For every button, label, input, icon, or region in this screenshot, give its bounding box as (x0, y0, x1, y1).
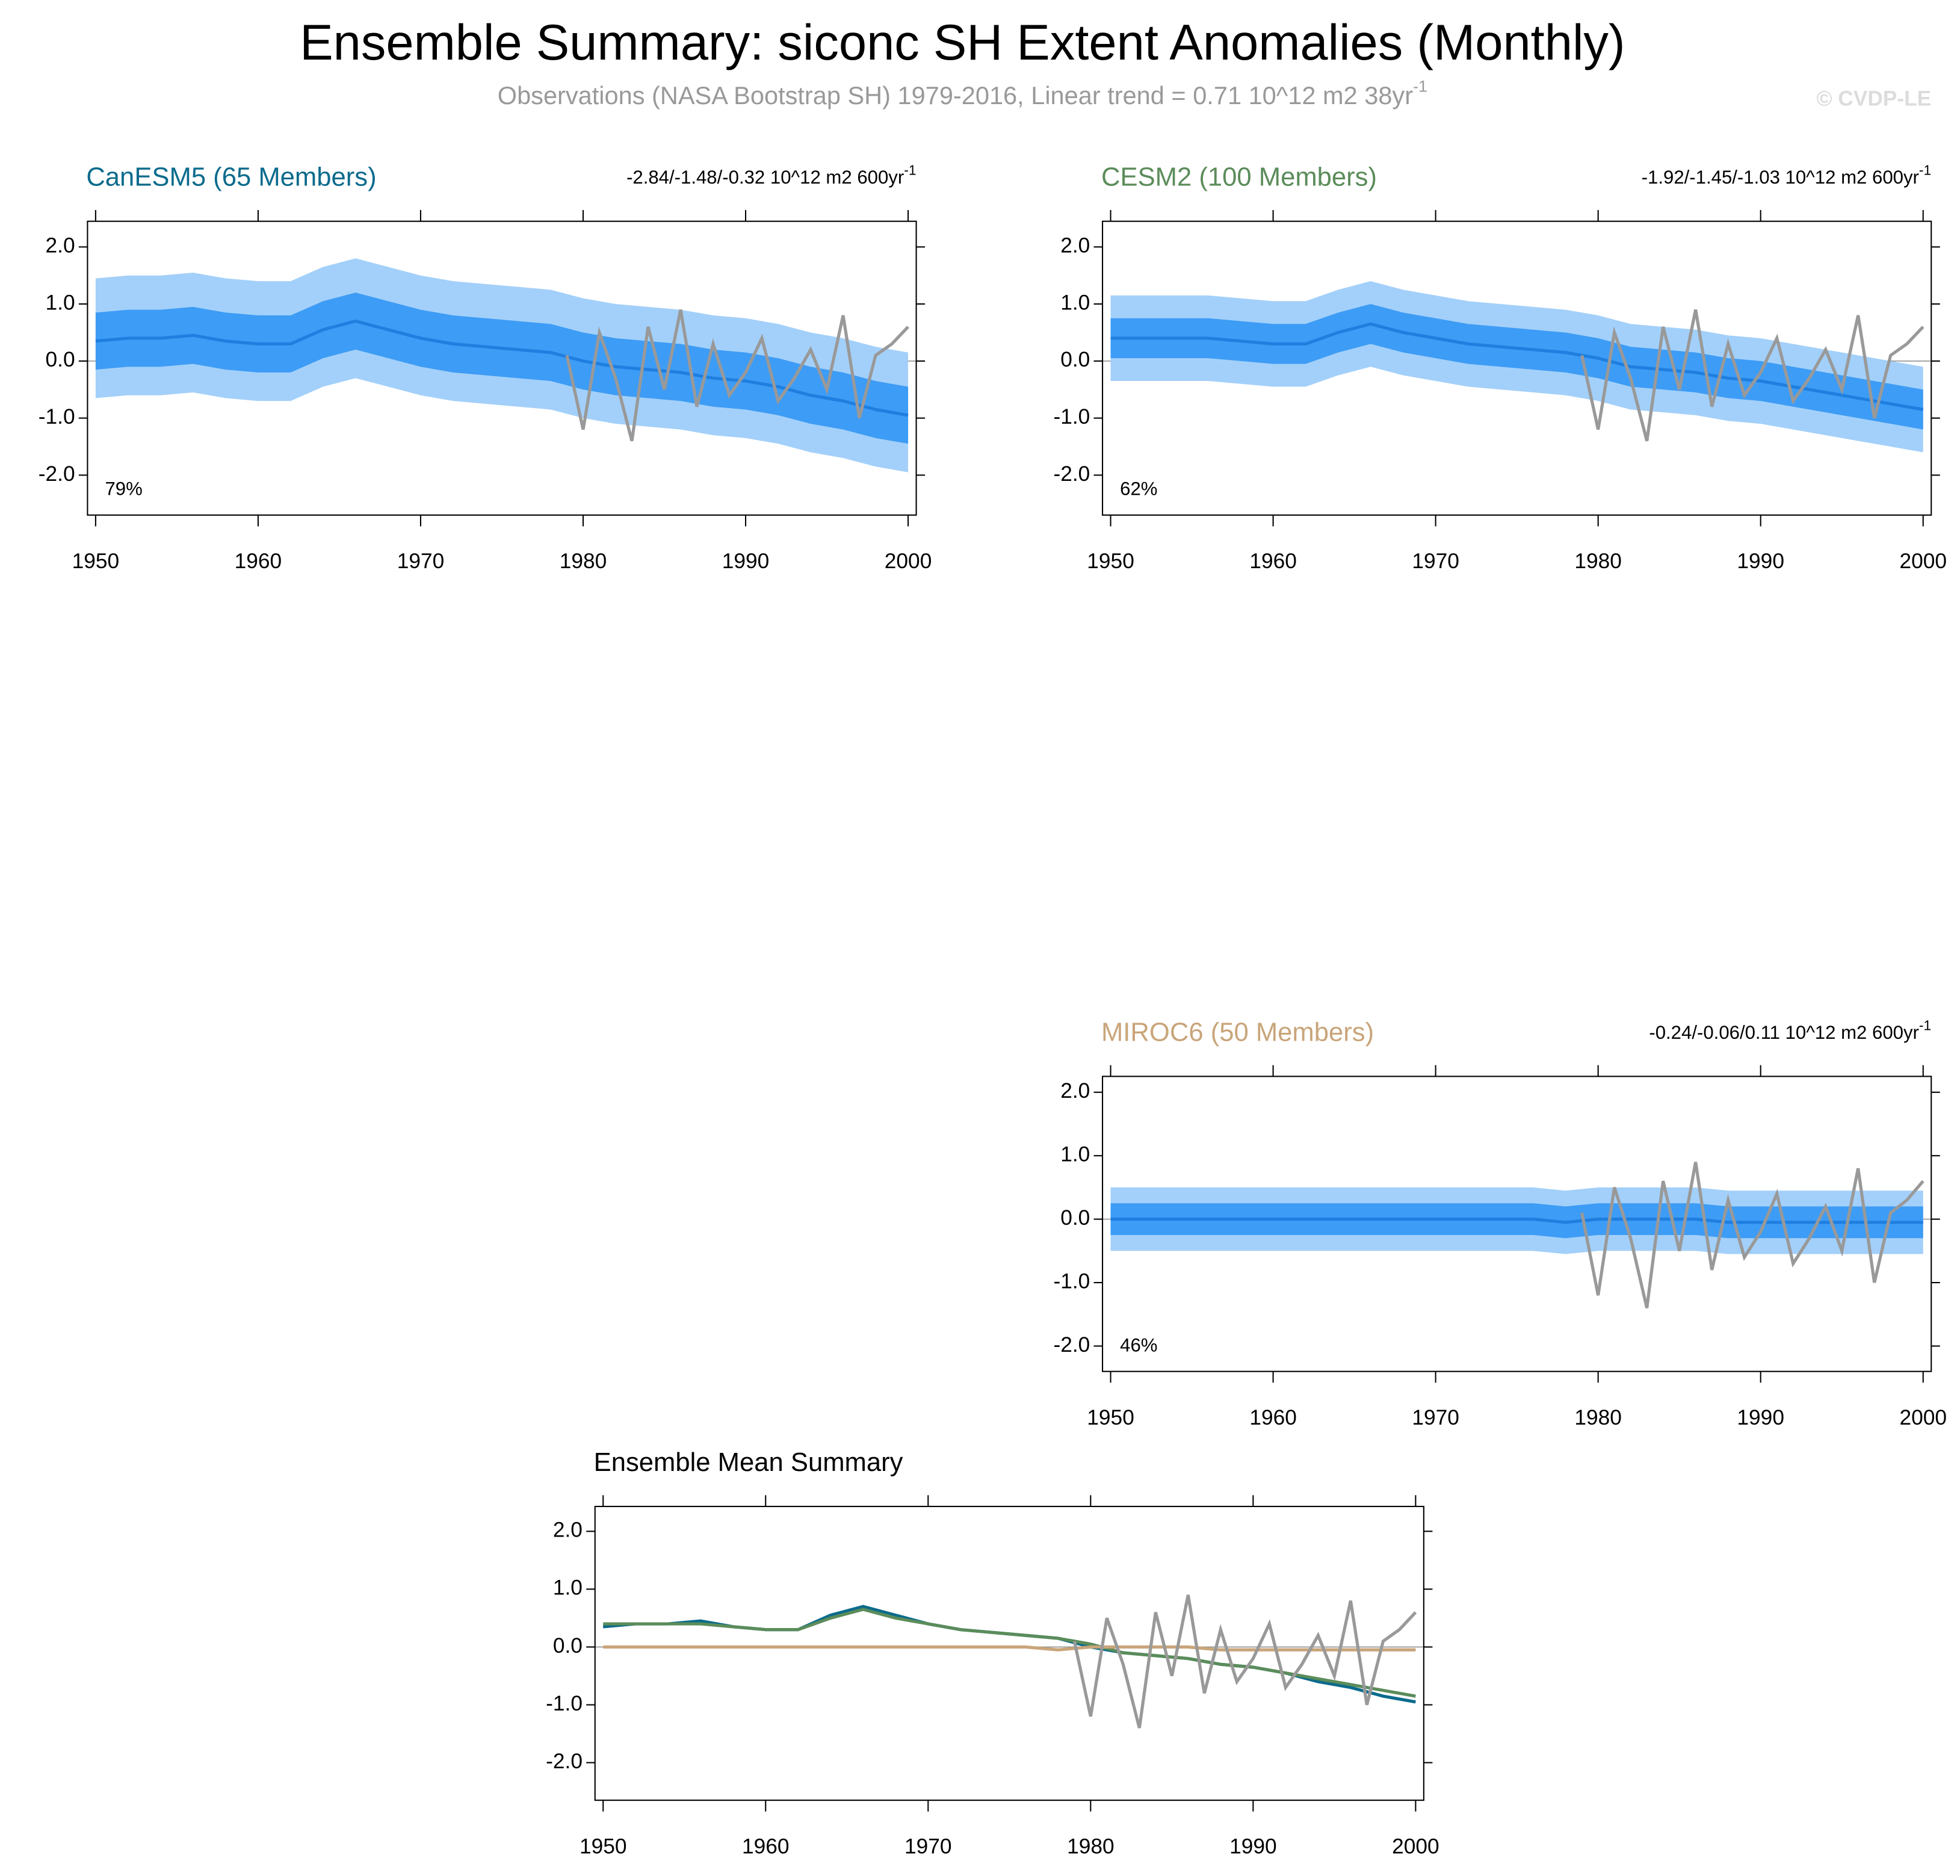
panel: MIROC6 (50 Members) -0.24/-0.06/0.11 10^1… (1053, 1017, 1947, 1429)
series-line (603, 1605, 1416, 1704)
x-tick-label: 1990 (722, 549, 770, 573)
subtitle-text: Observations (NASA Bootstrap SH) 1979-20… (498, 81, 1413, 110)
x-tick-label: 1950 (580, 1834, 627, 1858)
panel: CanESM5 (65 Members) -2.84/-1.48/-0.32 10… (39, 163, 932, 573)
subtitle-superscript: -1 (1413, 78, 1427, 96)
x-tick-label: 1960 (1249, 1406, 1297, 1429)
series-line (603, 1645, 1416, 1652)
plot-frame (1102, 220, 1932, 516)
x-tick-label: 1950 (1087, 1406, 1134, 1429)
x-tick-label: 1970 (397, 549, 445, 573)
panel-title: CanESM5 (65 Members) (86, 163, 376, 192)
plot-frame (87, 220, 917, 516)
panel-title: MIROC6 (50 Members) (1101, 1018, 1374, 1047)
x-tick-label: 1970 (1412, 549, 1459, 573)
y-tick-label: -1.0 (39, 405, 75, 429)
y-tick-label: 0.0 (46, 348, 75, 371)
trend-superscript: -1 (1919, 163, 1931, 178)
y-tick-label: 1.0 (553, 1576, 583, 1600)
figure-title: Ensemble Summary: siconc SH Extent Anoma… (300, 14, 1625, 70)
observation-line (565, 309, 909, 442)
x-tick-label: 2000 (1392, 1834, 1439, 1858)
observation-line (1580, 1162, 1924, 1308)
x-tick-label: 1970 (904, 1834, 952, 1858)
trend-label: -1.92/-1.45/-1.03 10^12 m2 600yr-1 (1642, 163, 1932, 188)
trend-text: -1.92/-1.45/-1.03 10^12 m2 600yr (1642, 167, 1919, 188)
y-tick-label: -2.0 (1053, 462, 1090, 486)
x-tick-label: 2000 (1899, 1406, 1947, 1429)
y-tick-label: 2.0 (1060, 234, 1090, 258)
annotation: 46% (1120, 1334, 1157, 1355)
x-tick-label: 1960 (1249, 549, 1297, 573)
watermark: © CVDP-LE (1816, 87, 1931, 111)
spread-band (1110, 304, 1923, 430)
trend-label: -2.84/-1.48/-0.32 10^12 m2 600yr-1 (626, 163, 917, 188)
panel-title: CESM2 (100 Members) (1101, 163, 1377, 192)
x-tick-label: 1980 (560, 549, 607, 573)
x-tick-label: 1990 (1737, 1406, 1784, 1429)
x-tick-label: 1950 (72, 549, 120, 573)
y-tick-label: 2.0 (553, 1518, 583, 1542)
plot-frame (1102, 1076, 1932, 1372)
y-tick-label: -2.0 (39, 462, 75, 486)
x-tick-label: 1990 (1737, 549, 1784, 573)
y-tick-label: 0.0 (1060, 1206, 1090, 1230)
annotation: 79% (105, 478, 142, 499)
y-tick-label: -1.0 (1053, 405, 1090, 429)
annotation: 62% (1120, 478, 1157, 499)
spread-band (1110, 1203, 1923, 1239)
y-tick-label: 1.0 (46, 291, 75, 314)
y-tick-label: -1.0 (1053, 1269, 1090, 1293)
x-tick-label: 1970 (1412, 1406, 1459, 1429)
subtitle: Observations (NASA Bootstrap SH) 1979-20… (498, 78, 1427, 110)
trend-text: -0.24/-0.06/0.11 10^12 m2 600yr (1649, 1022, 1919, 1043)
x-tick-label: 1980 (1574, 549, 1622, 573)
observation-line (1072, 1594, 1417, 1729)
y-tick-label: 1.0 (1060, 291, 1090, 314)
spread-band (95, 293, 909, 444)
trend-superscript: -1 (1919, 1017, 1931, 1033)
y-tick-label: -2.0 (546, 1750, 583, 1773)
x-tick-label: 1960 (235, 549, 282, 573)
trend-text: -2.84/-1.48/-0.32 10^12 m2 600yr (626, 167, 904, 188)
y-tick-label: 2.0 (46, 234, 75, 258)
y-tick-label: 0.0 (1060, 348, 1090, 371)
panel-title: Ensemble Mean Summary (594, 1448, 903, 1477)
panel: Ensemble Mean Summary 2.0 1.0 0.0 -1.0 -2.0 19… (546, 1448, 1439, 1859)
x-tick-label: 1950 (1087, 549, 1134, 573)
y-tick-label: -2.0 (1053, 1333, 1090, 1357)
panel: CESM2 (100 Members) -1.92/-1.45/-1.03 10^… (1053, 163, 1947, 573)
x-tick-label: 2000 (1899, 549, 1947, 573)
y-tick-label: 1.0 (1060, 1143, 1090, 1166)
y-tick-label: 2.0 (1060, 1079, 1090, 1103)
x-tick-label: 1980 (1067, 1834, 1114, 1858)
trend-superscript: -1 (904, 163, 916, 178)
x-tick-label: 1990 (1229, 1834, 1277, 1858)
series-line (603, 1608, 1416, 1698)
y-tick-label: 0.0 (553, 1634, 583, 1658)
observation-line (1580, 309, 1924, 442)
ensemble-mean-line (1110, 1218, 1923, 1224)
x-tick-label: 2000 (885, 549, 932, 573)
x-tick-label: 1980 (1574, 1406, 1622, 1429)
y-tick-label: -1.0 (546, 1692, 583, 1715)
plot-frame (594, 1505, 1424, 1801)
x-tick-label: 1960 (742, 1834, 790, 1858)
trend-label: -0.24/-0.06/0.11 10^12 m2 600yr-1 (1649, 1017, 1931, 1043)
